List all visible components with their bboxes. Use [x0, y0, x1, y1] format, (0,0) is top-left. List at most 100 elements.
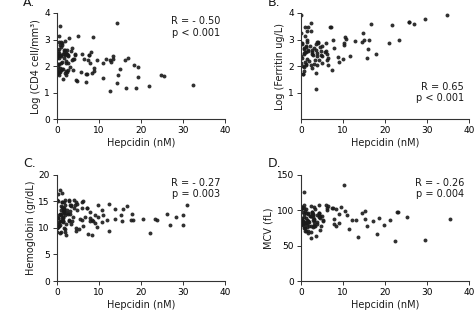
Point — [372, 52, 380, 57]
Point — [91, 221, 99, 226]
Point — [72, 53, 79, 58]
Point — [90, 68, 98, 74]
Point — [303, 39, 310, 45]
Point — [306, 44, 313, 49]
Point — [310, 216, 318, 222]
Point — [62, 47, 69, 52]
Point — [86, 209, 93, 214]
Point — [78, 200, 86, 205]
Point — [70, 205, 78, 211]
Point — [58, 215, 66, 221]
Point — [386, 217, 394, 222]
Y-axis label: Log (Ferritin ug/L): Log (Ferritin ug/L) — [275, 23, 285, 109]
Point — [60, 49, 68, 54]
Point — [302, 62, 310, 68]
Point — [164, 212, 171, 217]
Text: C.: C. — [23, 157, 36, 170]
Point — [302, 50, 310, 55]
Point — [70, 197, 78, 202]
Point — [54, 216, 62, 221]
Point — [307, 224, 315, 229]
Point — [135, 75, 142, 80]
Point — [312, 41, 320, 47]
Point — [88, 233, 96, 238]
Point — [58, 60, 66, 65]
Point — [300, 50, 308, 56]
Point — [58, 43, 65, 48]
Point — [315, 40, 322, 45]
Point — [298, 30, 305, 35]
Point — [102, 57, 109, 62]
Point — [346, 227, 353, 232]
Point — [66, 203, 73, 208]
Point — [303, 217, 311, 223]
Point — [301, 65, 308, 70]
Point — [313, 40, 320, 45]
Point — [317, 52, 325, 57]
Point — [329, 38, 337, 43]
Point — [98, 220, 106, 225]
Point — [394, 210, 402, 215]
Point — [122, 85, 130, 90]
Point — [67, 208, 74, 214]
Point — [298, 205, 306, 211]
Point — [56, 69, 64, 74]
Point — [62, 203, 69, 208]
Point — [117, 67, 124, 72]
Point — [128, 212, 136, 217]
Point — [304, 211, 312, 216]
Point — [307, 214, 315, 219]
Point — [63, 72, 70, 77]
Point — [302, 43, 310, 48]
Point — [351, 39, 359, 44]
Point — [299, 218, 306, 224]
Point — [59, 206, 66, 211]
Point — [310, 223, 317, 228]
Point — [319, 218, 327, 224]
Point — [160, 74, 167, 79]
Point — [53, 54, 61, 59]
Point — [308, 49, 316, 55]
Point — [301, 229, 309, 234]
Point — [300, 220, 307, 225]
Point — [330, 222, 337, 227]
Point — [91, 213, 99, 218]
Point — [315, 211, 322, 216]
Point — [322, 40, 330, 46]
Point — [106, 88, 114, 93]
Point — [64, 211, 72, 216]
Point — [323, 206, 331, 211]
Point — [301, 34, 309, 39]
Point — [309, 209, 316, 214]
Point — [309, 52, 317, 57]
Point — [307, 63, 315, 68]
Point — [146, 230, 154, 235]
Point — [342, 36, 349, 41]
Point — [323, 51, 331, 56]
Point — [298, 217, 306, 222]
Point — [56, 24, 64, 29]
Point — [313, 51, 320, 56]
Point — [348, 217, 356, 223]
Point — [298, 42, 306, 47]
Point — [55, 62, 63, 67]
Point — [316, 227, 324, 232]
Point — [308, 21, 315, 26]
Point — [310, 217, 318, 222]
Point — [61, 229, 69, 234]
X-axis label: Hepcidin (nM): Hepcidin (nM) — [107, 138, 175, 148]
Point — [60, 211, 68, 216]
Point — [299, 210, 307, 215]
Point — [87, 49, 95, 55]
Point — [310, 214, 317, 219]
Point — [76, 227, 83, 232]
Point — [55, 191, 62, 196]
Point — [55, 71, 62, 76]
Point — [306, 214, 314, 219]
Point — [375, 215, 383, 220]
Point — [57, 45, 64, 50]
Point — [316, 216, 323, 221]
Point — [410, 21, 418, 26]
Point — [61, 52, 68, 57]
Point — [318, 44, 326, 49]
